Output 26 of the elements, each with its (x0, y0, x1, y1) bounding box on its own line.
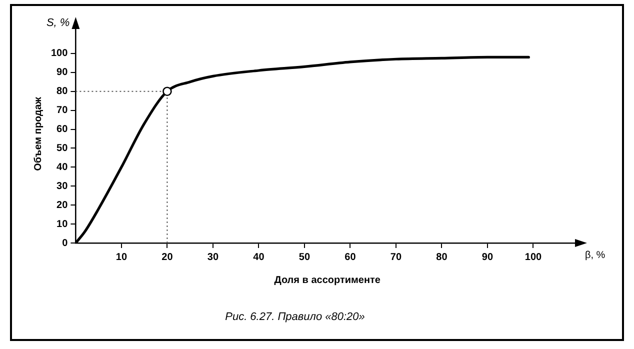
x-axis-title: Доля в ассортименте (274, 274, 381, 286)
x-tick-label: 100 (524, 252, 542, 263)
x-tick-label: 30 (207, 252, 219, 263)
x-tick-label: 50 (298, 252, 310, 263)
x-tick-label: 80 (436, 252, 448, 263)
y-tick-label: 10 (56, 218, 68, 230)
y-tick-label: 90 (56, 67, 68, 78)
y-tick-label: 80 (56, 86, 68, 98)
y-tick-label: 30 (56, 180, 68, 192)
text: S, % (46, 17, 70, 30)
x-tick-label: 70 (390, 252, 402, 263)
x-tick-label: 90 (482, 252, 494, 263)
text: β, % (585, 250, 606, 261)
x-tick-label: 40 (253, 252, 265, 263)
y-tick-label: 70 (56, 105, 68, 116)
text: Рис. 6.27. Правило «80:20» (225, 311, 365, 324)
x-tick-label: 20 (162, 252, 174, 263)
x-tick-label: 60 (344, 252, 356, 263)
x-tick-label: 10 (116, 252, 128, 263)
y-tick-label: 20 (56, 200, 68, 211)
y-tick-label: 50 (56, 142, 68, 154)
y-tick-label: 100 (50, 48, 68, 60)
y-tick-label: 60 (56, 124, 68, 136)
y-tick-label: 0 (62, 238, 68, 249)
y-tick-label: 40 (56, 162, 68, 173)
y-axis-title: Объем продаж (32, 96, 44, 171)
